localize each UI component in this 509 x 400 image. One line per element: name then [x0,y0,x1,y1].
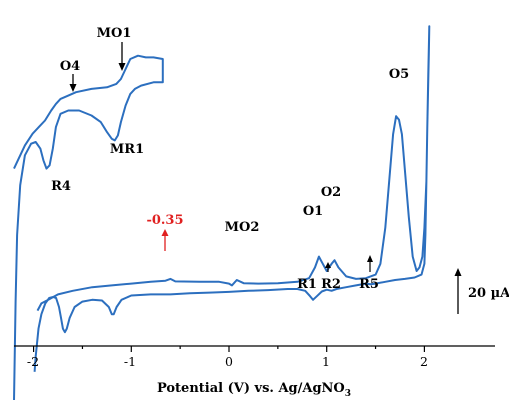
x-axis-title-main: Potential (V) vs. Ag/AgNO [157,381,345,396]
cv-inset-trace [13,54,164,400]
mo1-arrowhead-icon [118,63,126,71]
x-axis-title: Potential (V) vs. Ag/AgNO3 [157,381,351,399]
peak-label-o5: O5 [389,67,409,82]
peak-label-r4: R4 [51,179,71,194]
o4-arrowhead-icon [69,84,77,92]
peak-label-r1: R1 [297,277,317,292]
scale-bar-arrowhead-icon [454,268,462,276]
x-axis-title-sub: 3 [345,389,351,399]
r5-arrowhead-icon [367,255,373,262]
x-tick-label: 0 [225,354,233,369]
peak-label-mo1: MO1 [97,26,132,41]
red-marker-label: -0.35 [146,213,183,228]
r2-arrowhead-icon [325,262,331,268]
x-tick-label: -2 [27,354,39,369]
peak-label-o2: O2 [321,185,341,200]
peak-label-r5: R5 [359,277,379,292]
inset-trace-group [13,54,164,400]
x-tick-label: -1 [124,354,136,369]
peak-label-mr1: MR1 [110,142,144,157]
peak-label-o4: O4 [60,59,80,74]
peak-label-o1: O1 [303,204,323,219]
main-trace-group [33,25,431,372]
cv-main-trace [33,25,431,372]
peak-label-mo2: MO2 [225,220,260,235]
x-axis-ticks [32,346,425,352]
red-arrowhead-icon [161,229,169,236]
x-tick-label: 1 [322,354,330,369]
x-tick-label: 2 [420,354,428,369]
peak-label-r2: R2 [321,277,341,292]
scale-bar-label: 20 µA [468,286,509,301]
